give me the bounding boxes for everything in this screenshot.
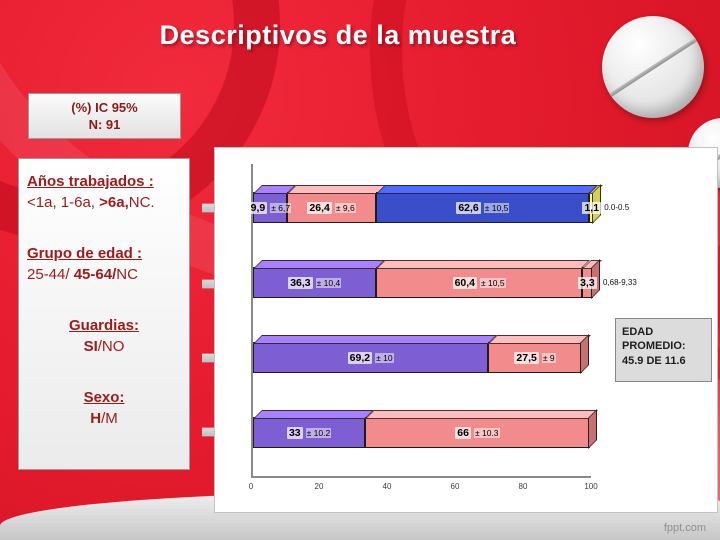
segment-ci-label: ± 10.3 bbox=[473, 427, 500, 438]
detail-part: NC bbox=[116, 266, 138, 283]
bar-segment: 27,5 ± 9 bbox=[488, 342, 582, 373]
segment-value-label: 69,2 bbox=[347, 351, 373, 364]
sidebar-group-sexo: Sexo: H/M bbox=[27, 389, 181, 427]
sidebar-heading: Sexo: bbox=[83, 389, 125, 406]
segment-value-label: 60,4 bbox=[452, 276, 478, 289]
segment-value-label: 9,9 bbox=[248, 201, 268, 214]
ic95-box: (%) IC 95% N: 91 bbox=[28, 93, 181, 139]
segment-value-label: 26,4 bbox=[307, 201, 332, 214]
x-tick-label: 40 bbox=[382, 482, 392, 491]
segment-ci-label: ± 10,5 bbox=[480, 277, 506, 288]
bar-segment: 33 ± 10.2 bbox=[253, 417, 366, 448]
bar-row: 69,2 ± 10 27,5 ± 9 bbox=[253, 342, 582, 373]
sidebar-heading: Guardias: bbox=[68, 317, 140, 334]
segment-ci-label: ± 10.2 bbox=[305, 427, 332, 438]
x-tick-label: 60 bbox=[450, 482, 460, 491]
detail-part: <1a, 1-6a, bbox=[27, 194, 100, 211]
sidebar-detail: <1a, 1-6a, >6a,NC. bbox=[27, 194, 181, 211]
bar-segment: 1,1 bbox=[582, 192, 602, 223]
segment-value-label: 62,6 bbox=[456, 201, 481, 214]
slide-title: Descriptivos de la muestra bbox=[159, 20, 517, 50]
segment-ci-label: ± 10,5 bbox=[483, 202, 510, 213]
detail-part: >6a, bbox=[99, 194, 129, 211]
segment-value-label: 36,3 bbox=[288, 276, 313, 289]
edad-promedio-box: EDAD PROMEDIO: 45.9 DE 11.6 bbox=[615, 318, 712, 382]
detail-part: NC. bbox=[128, 194, 155, 211]
segment-value-label: 33 bbox=[286, 426, 303, 439]
bar-right-label: 0.0-0.5 bbox=[604, 203, 630, 212]
detail-part: SI bbox=[83, 338, 98, 355]
segment-ci-label: ± 6,7 bbox=[270, 202, 292, 213]
x-tick-label: 0 bbox=[248, 482, 254, 491]
detail-part: /NO bbox=[97, 338, 125, 355]
ic95-line1: (%) IC 95% bbox=[71, 100, 138, 115]
sidebar-group-anos-trabajados: Años trabajados : <1a, 1-6a, >6a,NC. bbox=[27, 173, 181, 211]
bar-segment: 3,3 bbox=[578, 267, 597, 298]
bar-right-label: 0,68-9,33 bbox=[602, 278, 637, 287]
segment-value-label: 1,1 bbox=[582, 201, 602, 214]
bar-row: 33 ± 10.2 66 ± 10.3 bbox=[253, 417, 590, 448]
bar-segment: 66 ± 10.3 bbox=[365, 417, 590, 448]
plot-area: 9,9 ± 6,7 26,4 ± 9,6 62,6 ± 10,5 1,1 0.0-0.5 36,… bbox=[248, 164, 637, 478]
segment-ci-label: ± 10,4 bbox=[315, 277, 342, 288]
bar-segment: 9,9 ± 6,7 bbox=[248, 192, 292, 223]
sidebar-group-grupo-edad: Grupo de edad : 25-44/ 45-64/NC bbox=[27, 245, 181, 283]
segment-value-label: 66 bbox=[455, 426, 471, 439]
segment-value-label: 27,5 bbox=[514, 351, 539, 364]
segment-value-label: 3,3 bbox=[578, 276, 597, 289]
bar-segment: 60,4 ± 10,5 bbox=[376, 267, 582, 298]
sidebar-detail: SI/NO bbox=[27, 338, 181, 355]
detail-part: 45-64/ bbox=[73, 266, 117, 283]
segment-ci-label: ± 9 bbox=[541, 352, 556, 363]
detail-part: /M bbox=[101, 410, 118, 427]
x-tick-label: 20 bbox=[314, 482, 324, 491]
watermark: fppt.com bbox=[663, 522, 706, 534]
bar-row: 36,3 ± 10,4 60,4 ± 10,5 3,3 0,68-9,33 bbox=[253, 267, 637, 298]
bar-segment: 62,6 ± 10,5 bbox=[376, 192, 590, 223]
variables-sidebar: Años trabajados : <1a, 1-6a, >6a,NC. Gru… bbox=[18, 158, 190, 470]
bar-segment: 69,2 ± 10 bbox=[253, 342, 489, 373]
chart-panel: 9,9 ± 6,7 26,4 ± 9,6 62,6 ± 10,5 1,1 0.0-0.5 36,… bbox=[214, 147, 718, 513]
sidebar-group-guardias: Guardias: SI/NO bbox=[27, 317, 181, 355]
ic95-line2: N: 91 bbox=[88, 116, 121, 132]
bar-row: 9,9 ± 6,7 26,4 ± 9,6 62,6 ± 10,5 1,1 0.0-0.5 bbox=[248, 192, 630, 223]
sidebar-detail: H/M bbox=[27, 410, 181, 427]
sidebar-heading: Años trabajados : bbox=[27, 173, 154, 190]
detail-part: H bbox=[90, 410, 102, 427]
x-tick-label: 80 bbox=[518, 482, 528, 491]
x-tick-label: 100 bbox=[584, 482, 598, 491]
segment-ci-label: ± 9,6 bbox=[334, 202, 356, 213]
bar-segment: 26,4 ± 9,6 bbox=[286, 192, 377, 223]
sidebar-detail: 25-44/ 45-64/NC bbox=[27, 266, 181, 283]
x-axis: 0 20 40 60 80 100 bbox=[248, 482, 598, 494]
sidebar-heading: Grupo de edad : bbox=[27, 245, 143, 262]
segment-ci-label: ± 10 bbox=[375, 352, 394, 363]
detail-part: 25-44/ bbox=[27, 266, 74, 283]
bar-segment: 36,3 ± 10,4 bbox=[253, 267, 377, 298]
